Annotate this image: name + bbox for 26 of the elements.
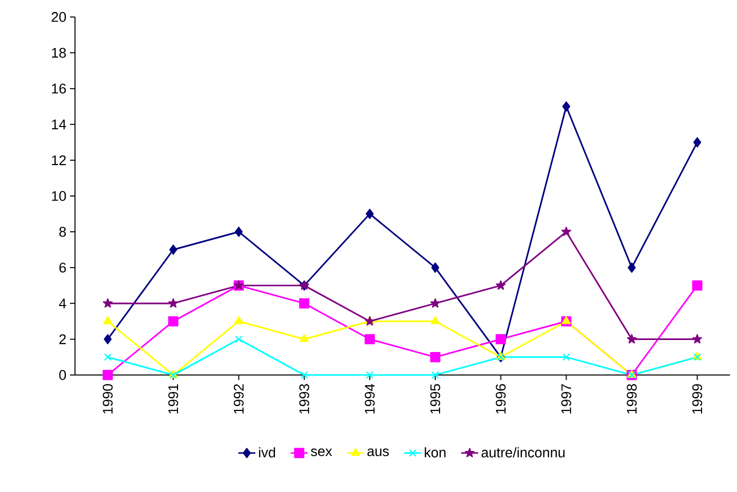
y-tick-label: 4 xyxy=(59,298,66,308)
y-tick-label: 0 xyxy=(59,370,66,380)
legend-label: ivd xyxy=(259,447,276,458)
legend-label: aus xyxy=(367,448,389,456)
x-tick-label: 1995 xyxy=(430,384,440,414)
x-tick-label: 1998 xyxy=(626,384,637,414)
legend-label: autre/inconnu xyxy=(482,447,565,458)
x-tick-label: 1991 xyxy=(168,384,178,414)
y-tick-label: 16 xyxy=(52,84,66,94)
y-tick-label: 8 xyxy=(59,226,66,237)
y-tick-label: 2 xyxy=(59,334,66,344)
x-tick-label: 1997 xyxy=(561,384,572,414)
legend-label: kon xyxy=(424,447,446,458)
x-tick-label: 1999 xyxy=(692,384,702,414)
legend-label: sex xyxy=(310,448,332,456)
y-tick-label: 12 xyxy=(52,155,66,166)
y-tick-label: 6 xyxy=(59,262,66,273)
x-tick-label: 1996 xyxy=(496,384,506,414)
y-tick-label: 18 xyxy=(52,48,66,58)
x-tick-label: 1992 xyxy=(234,384,244,414)
y-tick-label: 10 xyxy=(52,191,66,201)
x-tick-label: 1994 xyxy=(364,384,375,414)
x-tick-label: 1993 xyxy=(299,384,310,414)
y-tick-label: 20 xyxy=(52,12,66,22)
y-tick-label: 14 xyxy=(52,120,66,130)
x-tick-label: 1990 xyxy=(102,384,113,414)
